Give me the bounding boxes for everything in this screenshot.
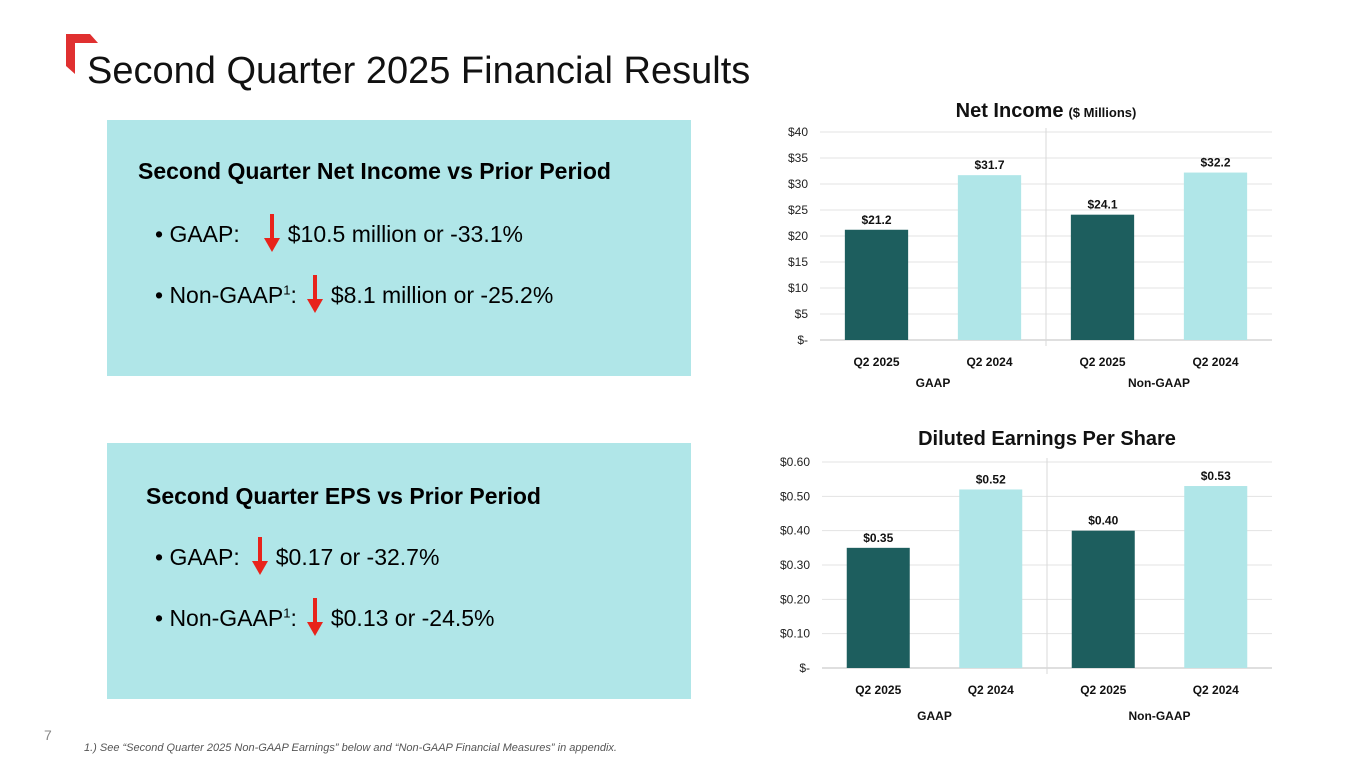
down-arrow-icon (306, 598, 323, 636)
footnote: 1.) See “Second Quarter 2025 Non-GAAP Ea… (84, 742, 617, 754)
x-tick-label: Q2 2024 (1192, 355, 1238, 369)
footnote-marker: 1 (283, 604, 291, 620)
x-tick-label: Q2 2025 (853, 355, 899, 369)
y-tick-label: $20 (788, 229, 808, 243)
bar (1070, 214, 1135, 340)
nongaap-label: • Non-GAAP1: (155, 604, 297, 631)
data-label: $32.2 (1200, 156, 1230, 170)
y-tick-label: $- (797, 333, 808, 347)
bar (957, 175, 1022, 340)
y-tick-label: $0.10 (780, 627, 810, 641)
group-label: GAAP (916, 376, 951, 390)
down-arrow-icon (263, 214, 280, 252)
x-tick-label: Q2 2024 (966, 355, 1012, 369)
data-label: $0.52 (976, 472, 1006, 486)
data-label: $31.7 (974, 158, 1004, 172)
y-tick-label: $- (799, 661, 810, 675)
gaap-label: • GAAP: (155, 220, 240, 247)
net-income-summary-panel: Second Quarter Net Income vs Prior Perio… (107, 120, 691, 376)
bar (844, 229, 909, 340)
y-tick-label: $0.60 (780, 455, 810, 469)
y-tick-label: $0.20 (780, 592, 810, 606)
y-tick-label: $30 (788, 177, 808, 191)
page-number: 7 (44, 727, 52, 743)
eps-gaap-bullet: • GAAP: $0.17 or -32.7% (155, 537, 439, 577)
net-income-nongaap-bullet: • Non-GAAP1: $8.1 million or -25.2% (155, 275, 553, 315)
x-tick-label: Q2 2025 (1079, 355, 1125, 369)
net-income-bar-chart: Net Income ($ Millions) $- $5 $10 $15 $20 $25 $3… (788, 100, 1272, 390)
bar (846, 547, 910, 668)
chart-subtitle: ($ Millions) (1068, 105, 1136, 120)
down-arrow-icon (306, 275, 323, 313)
bar (1184, 486, 1248, 668)
net-income-panel-heading: Second Quarter Net Income vs Prior Perio… (138, 158, 611, 184)
bar (1071, 530, 1135, 668)
y-tick-label: $5 (795, 307, 809, 321)
chart-title-main: Diluted Earnings Per Share (918, 428, 1176, 450)
x-tick-label: Q2 2024 (968, 683, 1014, 697)
x-tick-label: Q2 2025 (855, 683, 901, 697)
y-tick-label: $0.30 (780, 558, 810, 572)
group-label: Non-GAAP (1129, 709, 1191, 723)
x-tick-label: Q2 2025 (1080, 683, 1126, 697)
nongaap-label: • Non-GAAP1: (155, 281, 297, 308)
gaap-label: • GAAP: (155, 543, 240, 570)
nongaap-change-value: $0.13 or -24.5% (330, 604, 495, 631)
footnote-marker: 1 (283, 281, 291, 297)
data-label: $24.1 (1087, 198, 1117, 212)
data-label: $21.2 (861, 213, 891, 227)
data-label: $0.53 (1201, 469, 1231, 483)
data-label: $0.40 (1088, 514, 1118, 528)
x-tick-label: Q2 2024 (1193, 683, 1239, 697)
chart-title: Net Income ($ Millions) (956, 100, 1137, 122)
y-tick-label: $15 (788, 255, 808, 269)
y-tick-label: $35 (788, 151, 808, 165)
chart-title-main: Net Income (956, 100, 1064, 122)
net-income-gaap-bullet: • GAAP: $10.5 million or -33.1% (155, 214, 523, 254)
y-tick-label: $0.50 (780, 489, 810, 503)
red-corner-mark-icon (66, 34, 98, 74)
eps-panel-heading: Second Quarter EPS vs Prior Period (146, 483, 541, 509)
gaap-change-value: $0.17 or -32.7% (275, 543, 440, 570)
y-tick-label: $0.40 (780, 524, 810, 538)
y-tick-label: $25 (788, 203, 808, 217)
eps-nongaap-bullet: • Non-GAAP1: $0.13 or -24.5% (155, 598, 495, 638)
page-title: Second Quarter 2025 Financial Results (87, 50, 751, 92)
gaap-change-value: $10.5 million or -33.1% (287, 220, 523, 247)
eps-summary-panel: Second Quarter EPS vs Prior Period • GAA… (107, 443, 691, 699)
chart-title: Diluted Earnings Per Share (918, 428, 1176, 450)
group-label: Non-GAAP (1128, 376, 1190, 390)
down-arrow-icon (251, 537, 268, 575)
y-tick-label: $40 (788, 125, 808, 139)
data-label: $0.35 (863, 531, 893, 545)
bar (959, 489, 1023, 668)
eps-bar-chart: Diluted Earnings Per Share $- $0.10 $0.20 $0… (780, 428, 1272, 723)
group-label: GAAP (917, 709, 952, 723)
nongaap-change-value: $8.1 million or -25.2% (330, 281, 554, 308)
bar (1183, 172, 1248, 340)
y-tick-label: $10 (788, 281, 808, 295)
